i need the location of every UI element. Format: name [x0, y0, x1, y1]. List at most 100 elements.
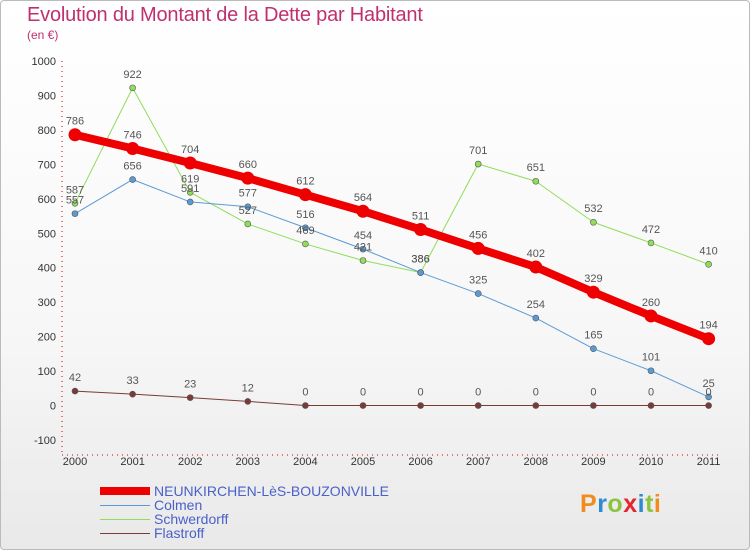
data-label-colmen: 557: [66, 195, 84, 207]
data-label-colmen: 577: [239, 188, 257, 200]
data-label-neunkirchen: 612: [296, 176, 314, 188]
data-label-colmen: 325: [469, 275, 487, 287]
data-label-colmen: 516: [296, 209, 314, 221]
data-point-colmen: [302, 224, 309, 232]
data-label-colmen: 101: [642, 352, 660, 364]
data-label-flastroff: 0: [706, 387, 712, 399]
x-tick-label: 2010: [639, 456, 663, 468]
data-point-neunkirchen: [356, 204, 370, 218]
data-label-flastroff: 0: [302, 387, 308, 399]
data-label-schwerdorff: 701: [469, 145, 487, 157]
x-tick-label: 2000: [63, 456, 87, 468]
data-label-neunkirchen: 194: [699, 320, 717, 332]
data-point-neunkirchen: [471, 241, 485, 255]
x-tick-label: 2003: [236, 456, 260, 468]
logo-letter: i: [653, 490, 662, 518]
data-label-flastroff: 0: [590, 387, 596, 399]
data-point-neunkirchen: [183, 156, 197, 170]
data-label-neunkirchen: 564: [354, 192, 372, 204]
data-label-flastroff: 0: [533, 387, 539, 399]
data-label-flastroff: 0: [360, 387, 366, 399]
y-tick-label: 300: [38, 297, 56, 309]
data-point-neunkirchen: [644, 309, 658, 323]
x-tick-label: 2009: [581, 456, 605, 468]
data-point-schwerdorff: [705, 260, 712, 268]
y-tick-label: 900: [38, 90, 56, 102]
series-line-schwerdorff: [74, 87, 710, 274]
data-label-colmen: 386: [411, 254, 429, 266]
y-tick-label: 0: [50, 401, 56, 413]
data-point-flastroff: [359, 402, 367, 409]
series-layer: [68, 84, 716, 409]
data-point-colmen: [244, 203, 252, 211]
data-point-neunkirchen: [68, 128, 82, 142]
chart-subtitle: (en €): [27, 28, 59, 42]
data-point-flastroff: [244, 398, 252, 405]
y-tick-label: 1000: [32, 56, 56, 68]
logo-letter: i: [637, 490, 646, 518]
data-point-neunkirchen: [702, 332, 716, 346]
data-label-schwerdorff: 410: [699, 245, 717, 257]
legend-label-schwerdorff: Schwerdorff: [154, 511, 229, 527]
series-line-colmen: [74, 179, 710, 398]
data-label-flastroff: 0: [418, 387, 424, 399]
data-label-colmen: 591: [181, 183, 199, 195]
legend-label-colmen: Colmen: [154, 497, 203, 513]
legend-swatch-schwerdorff: [100, 519, 150, 520]
data-point-colmen: [417, 269, 424, 276]
data-label-schwerdorff: 587: [66, 184, 84, 196]
data-point-colmen: [532, 314, 540, 322]
x-tick-label: 2001: [120, 456, 144, 468]
data-label-colmen: 254: [527, 299, 545, 311]
data-point-flastroff: [302, 402, 309, 409]
logo-letter: t: [645, 490, 654, 518]
data-label-flastroff: 0: [475, 387, 481, 399]
data-label-schwerdorff: 619: [181, 173, 199, 185]
data-point-schwerdorff: [532, 177, 540, 185]
legend-swatch-flastroff: [100, 533, 150, 534]
data-label-neunkirchen: 402: [527, 248, 545, 260]
x-tick-label: 2004: [293, 456, 317, 468]
y-tick-label: 100: [38, 366, 56, 378]
data-point-schwerdorff: [71, 199, 79, 207]
x-tick-label: 2005: [351, 456, 375, 468]
data-label-neunkirchen: 329: [584, 273, 602, 285]
x-tick-label: 2006: [408, 456, 432, 468]
data-point-colmen: [129, 176, 136, 183]
data-point-neunkirchen: [126, 142, 140, 156]
y-tick-label: 600: [38, 194, 56, 206]
data-point-schwerdorff: [186, 188, 194, 196]
y-tick-label: 700: [38, 159, 56, 171]
data-label-flastroff: 0: [648, 387, 654, 399]
logo-letter: x: [623, 490, 638, 518]
axes: -100010020030040050060070080090010002000…: [32, 56, 721, 468]
data-label-schwerdorff: 469: [296, 225, 314, 237]
data-label-colmen: 25: [702, 378, 714, 390]
data-point-schwerdorff: [302, 240, 309, 248]
data-point-schwerdorff: [474, 160, 482, 168]
logo-letter: r: [597, 490, 608, 518]
data-point-schwerdorff: [359, 257, 367, 264]
data-point-neunkirchen: [529, 260, 543, 274]
data-point-colmen: [590, 345, 597, 352]
data-point-flastroff: [590, 402, 597, 409]
data-point-flastroff: [186, 394, 194, 401]
data-label-flastroff: 33: [126, 375, 138, 387]
data-label-neunkirchen: 456: [469, 229, 487, 241]
data-point-schwerdorff: [647, 239, 655, 247]
data-label-schwerdorff: 922: [123, 69, 141, 81]
data-point-flastroff: [705, 402, 712, 409]
x-tick-label: 2007: [466, 456, 490, 468]
data-point-colmen: [474, 290, 482, 297]
data-point-schwerdorff: [590, 218, 597, 226]
data-point-flastroff: [71, 387, 79, 395]
data-point-flastroff: [532, 402, 540, 409]
x-tick-label: 2002: [178, 456, 202, 468]
y-tick-label: 800: [38, 125, 56, 137]
data-label-neunkirchen: 511: [412, 210, 430, 222]
data-label-neunkirchen: 786: [66, 116, 84, 128]
legend-label-neunkirchen: NEUNKIRCHEN-LèS-BOUZONVILLE: [154, 483, 389, 499]
data-label-neunkirchen: 746: [123, 130, 141, 142]
data-point-flastroff: [474, 402, 482, 409]
legend-label-flastroff: Flastroff: [154, 525, 205, 541]
